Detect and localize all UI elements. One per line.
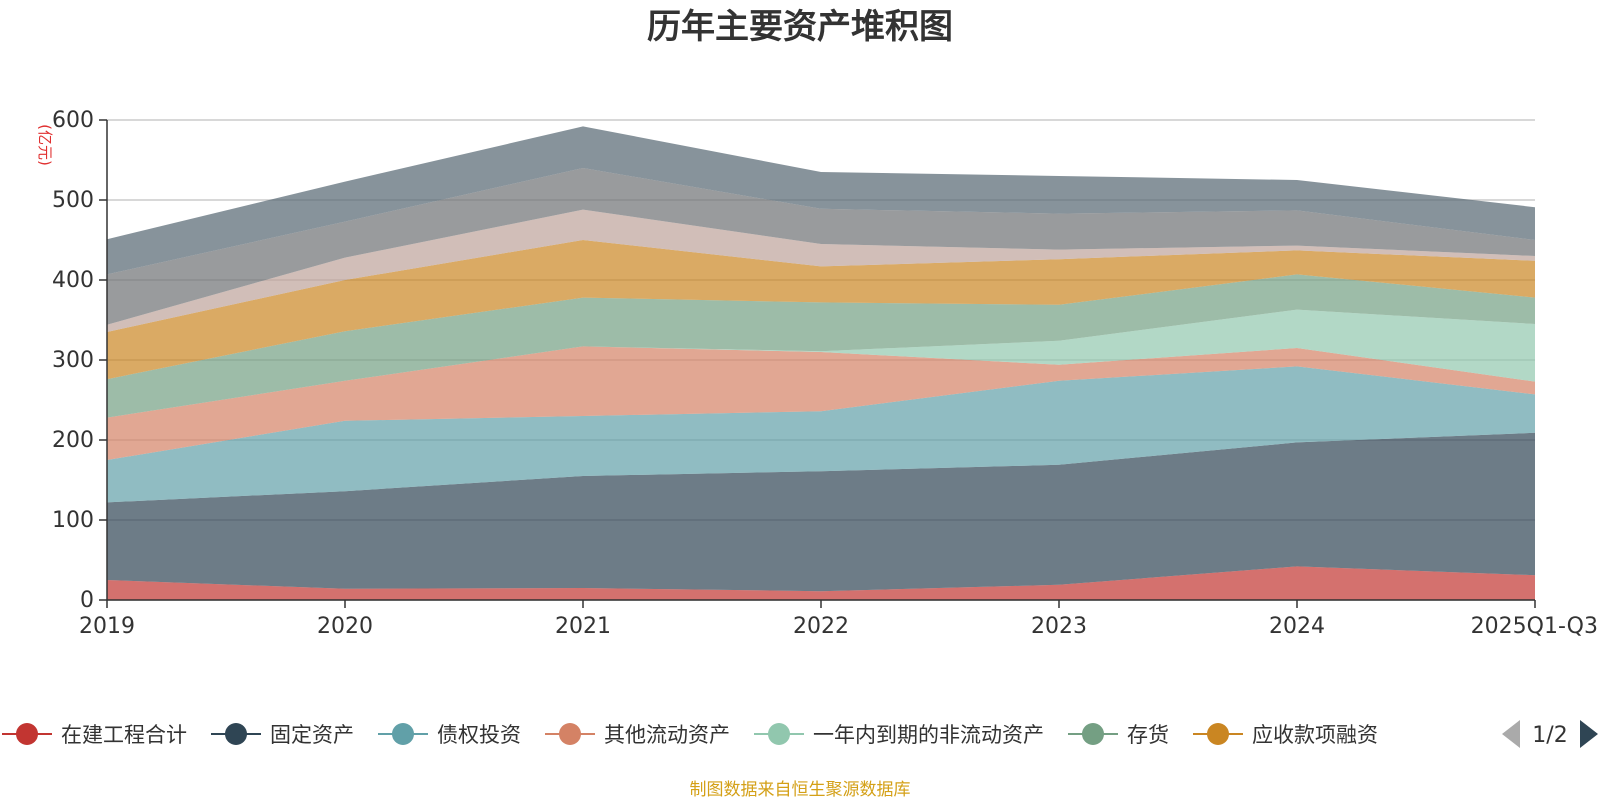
legend-item[interactable]: 其他流动资产 xyxy=(544,723,730,747)
legend-prev-icon[interactable] xyxy=(1502,720,1520,748)
y-tick-label: 400 xyxy=(52,268,94,293)
chart-title: 历年主要资产堆积图 xyxy=(647,7,953,47)
area-series-6 xyxy=(107,240,1535,380)
legend-item[interactable]: 一年内到期的非流动资产 xyxy=(753,723,1044,747)
legend-marker xyxy=(1206,723,1229,745)
area-series-4 xyxy=(107,309,1535,418)
legend-marker xyxy=(558,723,581,745)
area-series-9 xyxy=(107,126,1535,275)
y-tick-label: 0 xyxy=(80,588,94,613)
legend-next-icon[interactable] xyxy=(1580,720,1598,748)
x-tick-label: 2024 xyxy=(1269,614,1325,639)
y-axis-unit: (亿元) xyxy=(36,124,54,166)
area-series-1 xyxy=(107,432,1535,592)
y-tick-label: 600 xyxy=(52,108,94,133)
area-series-5 xyxy=(107,274,1535,418)
legend-pager: 1/2 xyxy=(1502,720,1598,748)
area-series-0 xyxy=(107,566,1535,600)
legend-item[interactable]: 在建工程合计 xyxy=(2,723,187,747)
legend-marker xyxy=(391,723,414,745)
legend-item[interactable]: 债权投资 xyxy=(377,723,521,747)
x-tick-label: 2020 xyxy=(317,614,373,639)
x-tick-label: 2022 xyxy=(793,614,849,639)
legend-marker xyxy=(1081,723,1104,745)
y-tick-label: 300 xyxy=(52,348,94,373)
legend-item[interactable]: 存货 xyxy=(1067,723,1169,747)
legend-label: 其他流动资产 xyxy=(604,723,730,747)
legend-label: 应收款项融资 xyxy=(1252,723,1378,747)
legend-marker xyxy=(16,723,38,745)
legend-page-indicator: 1/2 xyxy=(1532,723,1567,748)
area-series xyxy=(107,126,1535,600)
legend-marker xyxy=(224,723,247,745)
legend-label: 一年内到期的非流动资产 xyxy=(813,723,1044,747)
data-source-note: 制图数据来自恒生聚源数据库 xyxy=(690,780,911,800)
y-tick-label: 200 xyxy=(52,428,94,453)
x-tick-label: 2023 xyxy=(1031,614,1087,639)
x-tick-label: 2019 xyxy=(79,614,135,639)
y-tick-label: 500 xyxy=(52,188,94,213)
legend-label: 存货 xyxy=(1127,723,1169,747)
area-series-3 xyxy=(107,346,1535,460)
x-axis-ticks: 2019 2020 2021 2022 2023 2024 2025Q1-Q3 xyxy=(79,600,1598,639)
legend-label: 债权投资 xyxy=(437,723,521,747)
legend[interactable]: 在建工程合计 固定资产 债权投资 其他流动资产 一年内到期的非流动资产 存货 应收款项融资 xyxy=(2,723,1378,747)
y-axis-ticks: 0 100 200 300 400 500 600 xyxy=(52,108,107,613)
legend-item[interactable]: 固定资产 xyxy=(210,723,354,747)
legend-label: 固定资产 xyxy=(270,723,354,747)
x-tick-label: 2021 xyxy=(555,614,611,639)
legend-label: 在建工程合计 xyxy=(61,723,187,747)
area-series-2 xyxy=(107,366,1535,503)
legend-item[interactable]: 应收款项融资 xyxy=(1192,723,1378,747)
y-tick-label: 100 xyxy=(52,508,94,533)
area-series-8 xyxy=(107,168,1535,325)
area-series-7 xyxy=(107,209,1535,332)
legend-marker xyxy=(767,723,790,745)
x-tick-label: 2025Q1-Q3 xyxy=(1471,614,1598,639)
